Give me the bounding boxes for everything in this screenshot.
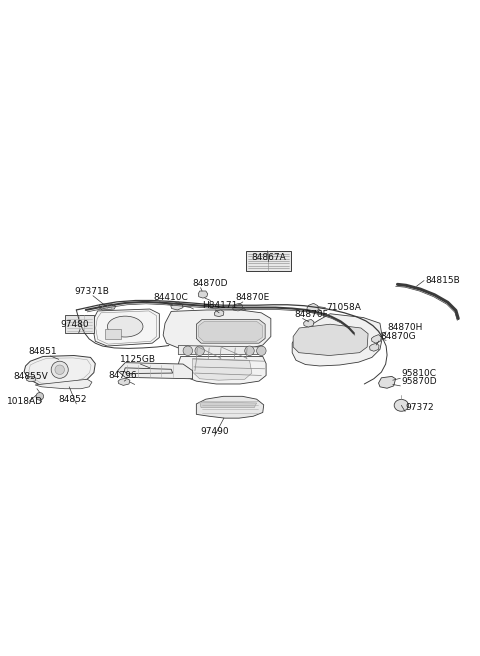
Polygon shape xyxy=(307,303,318,313)
Polygon shape xyxy=(293,324,368,356)
Polygon shape xyxy=(196,319,265,343)
Ellipse shape xyxy=(394,400,408,411)
Text: 84870G: 84870G xyxy=(381,332,416,341)
Polygon shape xyxy=(198,291,208,298)
Polygon shape xyxy=(93,309,159,346)
Circle shape xyxy=(245,346,254,356)
Polygon shape xyxy=(192,359,252,380)
Polygon shape xyxy=(379,377,396,388)
Text: 97490: 97490 xyxy=(200,427,228,436)
Polygon shape xyxy=(98,304,116,310)
Polygon shape xyxy=(215,310,224,317)
Bar xyxy=(246,251,291,271)
Text: 84855V: 84855V xyxy=(13,373,48,381)
Polygon shape xyxy=(35,379,92,389)
Text: 97480: 97480 xyxy=(60,320,89,329)
Circle shape xyxy=(36,392,44,400)
Text: 1125GB: 1125GB xyxy=(120,355,156,364)
Polygon shape xyxy=(370,343,379,351)
Text: 84867A: 84867A xyxy=(251,253,286,262)
Text: 95870D: 95870D xyxy=(401,377,437,386)
Text: 97371B: 97371B xyxy=(74,287,109,296)
Polygon shape xyxy=(303,319,314,327)
Polygon shape xyxy=(118,363,192,379)
Text: 84870E: 84870E xyxy=(235,293,269,302)
Polygon shape xyxy=(196,396,264,418)
Text: 84851: 84851 xyxy=(29,347,58,356)
Polygon shape xyxy=(171,302,183,310)
Circle shape xyxy=(55,365,64,375)
Polygon shape xyxy=(200,402,257,408)
Polygon shape xyxy=(179,346,263,355)
Polygon shape xyxy=(163,310,271,351)
Text: 95810C: 95810C xyxy=(401,369,436,379)
Text: 97372: 97372 xyxy=(405,403,434,411)
Text: 84410C: 84410C xyxy=(154,293,189,302)
Text: H84171: H84171 xyxy=(202,301,238,310)
FancyBboxPatch shape xyxy=(105,329,121,339)
FancyBboxPatch shape xyxy=(65,315,94,333)
Text: 84852: 84852 xyxy=(59,395,87,404)
Polygon shape xyxy=(372,335,382,343)
Polygon shape xyxy=(124,368,173,373)
Text: 71058A: 71058A xyxy=(326,303,361,312)
Polygon shape xyxy=(292,314,383,366)
Polygon shape xyxy=(26,377,36,382)
Polygon shape xyxy=(232,303,242,311)
Text: 84815B: 84815B xyxy=(425,276,460,285)
Polygon shape xyxy=(118,379,130,386)
Circle shape xyxy=(195,346,204,356)
Circle shape xyxy=(51,361,68,379)
Polygon shape xyxy=(178,356,266,384)
Text: 1018AD: 1018AD xyxy=(7,397,43,405)
Polygon shape xyxy=(199,321,262,341)
Polygon shape xyxy=(24,356,96,386)
Circle shape xyxy=(183,346,192,356)
Ellipse shape xyxy=(108,316,143,337)
Text: 84796: 84796 xyxy=(108,371,137,380)
Text: 84870D: 84870D xyxy=(192,279,228,288)
Circle shape xyxy=(257,346,266,356)
Text: 84870H: 84870H xyxy=(387,323,422,332)
Text: 84870F: 84870F xyxy=(295,310,328,319)
